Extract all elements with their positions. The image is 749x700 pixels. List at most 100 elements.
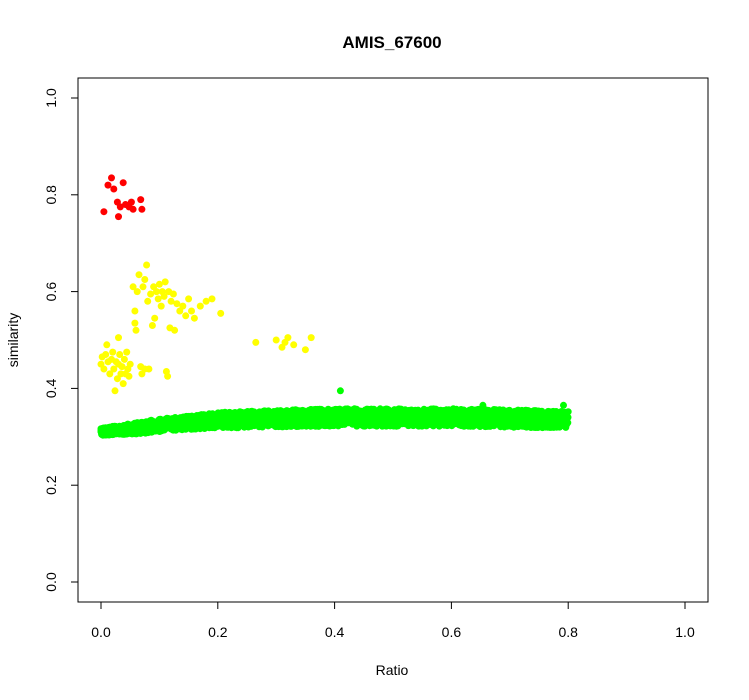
red-point (137, 196, 145, 204)
yellow-point (179, 302, 187, 310)
green-point (188, 413, 196, 421)
y-axis-label: similarity (5, 313, 21, 367)
green-point (479, 401, 487, 409)
green-point (386, 411, 394, 419)
yellow-point (155, 280, 163, 288)
green-point (233, 423, 241, 431)
green-point (208, 420, 216, 428)
x-tick-label: 0.0 (91, 624, 111, 640)
green-point (176, 422, 184, 430)
x-tick-label: 1.0 (675, 624, 695, 640)
y-tick-label: 0.2 (43, 475, 59, 495)
red-point (127, 198, 135, 206)
green-point (425, 416, 433, 424)
yellow-point (126, 360, 134, 368)
yellow-point (272, 336, 280, 344)
yellow-point (132, 326, 140, 334)
yellow-point (190, 314, 198, 322)
green-point (430, 405, 437, 413)
yellow-point (171, 326, 179, 334)
yellow-point (103, 341, 111, 349)
green-point (543, 423, 551, 431)
x-tick-label: 0.2 (208, 624, 228, 640)
green-point (217, 414, 224, 422)
red-point (119, 179, 127, 187)
yellow-point (307, 334, 315, 342)
yellow-point (123, 348, 131, 356)
green-point (494, 407, 502, 415)
x-tick-label: 0.8 (558, 624, 578, 640)
green-point (414, 413, 422, 421)
green-point (228, 418, 235, 426)
yellow-point (217, 309, 225, 317)
green-point (150, 422, 158, 430)
yellow-point (120, 355, 128, 363)
yellow-point (125, 372, 133, 380)
green-point (522, 416, 530, 424)
green-point (249, 417, 257, 425)
green-point (256, 413, 264, 421)
green-point (472, 406, 479, 414)
green-point (482, 422, 490, 430)
yellow-point (284, 334, 292, 342)
green-point (489, 420, 497, 428)
green-point (560, 401, 567, 409)
red-point (110, 185, 118, 193)
green-point (229, 409, 237, 417)
green-point (139, 419, 146, 427)
green-point (311, 420, 319, 428)
green-point (214, 422, 222, 430)
green-point (156, 415, 163, 423)
red-point (115, 213, 122, 221)
green-point (299, 406, 307, 414)
green-point (201, 412, 209, 420)
yellow-point (102, 351, 110, 358)
yellow-point (131, 307, 139, 315)
green-point (552, 411, 560, 419)
green-point (420, 420, 428, 428)
green-point (126, 426, 134, 434)
green-point (371, 417, 379, 425)
yellow-point (202, 297, 210, 305)
green-point (533, 408, 541, 416)
green-point (351, 407, 359, 415)
green-point (478, 407, 486, 414)
green-point (362, 409, 370, 417)
green-point (308, 408, 316, 416)
yellow-point (252, 338, 260, 346)
green-point (300, 414, 308, 422)
red-point (138, 205, 146, 213)
red-point (100, 208, 108, 216)
yellow-point (147, 290, 155, 298)
green-point (189, 423, 197, 430)
green-point (243, 416, 251, 424)
yellow-point (290, 341, 298, 349)
green-point (366, 421, 374, 429)
yellow-point (173, 300, 181, 308)
x-axis-label: Ratio (376, 662, 409, 678)
green-point (281, 408, 289, 416)
green-point (397, 409, 405, 417)
green-point (183, 418, 191, 426)
yellow-point (141, 365, 149, 373)
yellow-point (131, 319, 139, 327)
green-point (209, 412, 216, 420)
red-point (104, 181, 112, 189)
yellow-point (143, 261, 151, 269)
green-point (358, 415, 366, 423)
green-point (378, 412, 386, 420)
red-point (129, 205, 137, 213)
yellow-point (113, 375, 121, 383)
yellow-point (141, 276, 149, 283)
yellow-point (116, 351, 124, 358)
yellow-point (148, 322, 156, 329)
green-point (321, 413, 329, 421)
yellow-point (111, 387, 119, 395)
y-tick-label: 0.8 (43, 185, 59, 205)
chart-title: AMIS_67600 (342, 33, 441, 52)
y-tick-label: 0.4 (43, 378, 59, 398)
green-point (172, 414, 180, 422)
green-point (537, 419, 545, 427)
data-points (97, 174, 572, 439)
